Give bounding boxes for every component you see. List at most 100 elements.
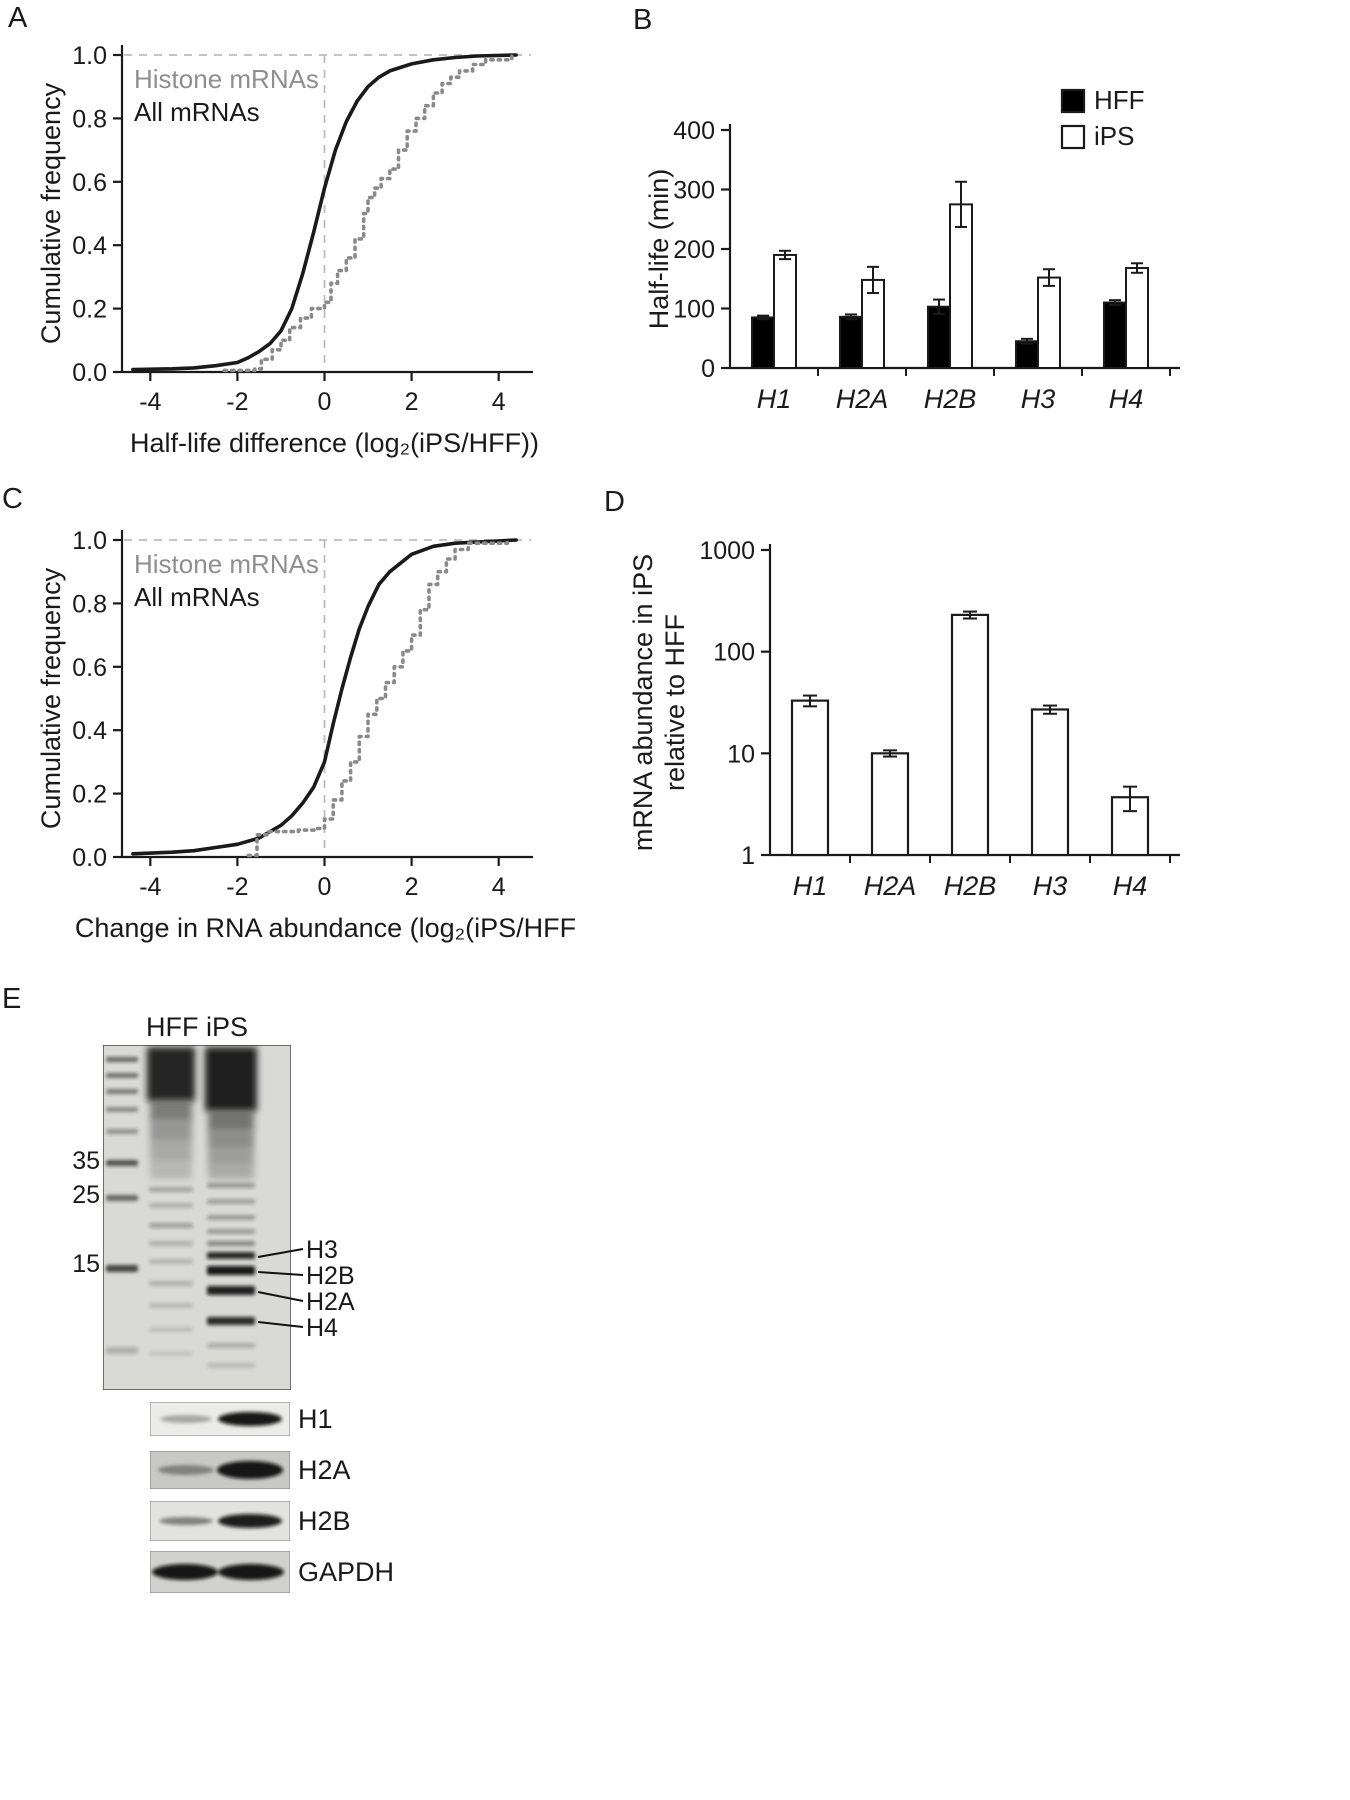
legend-entry: Histone mRNAs [134, 64, 319, 94]
category-label: H4 [1113, 871, 1148, 901]
band-label-h3: H3 [306, 1236, 338, 1264]
svg-text:0.8: 0.8 [72, 590, 107, 618]
ladder-band [106, 1089, 138, 1094]
ips-lane-band [207, 1252, 255, 1259]
category-label: H1 [793, 871, 828, 901]
ips-lane-band [207, 1317, 255, 1325]
svg-text:0.4: 0.4 [72, 232, 107, 260]
ladder-band [106, 1129, 138, 1134]
ips-lane-band [207, 1286, 255, 1295]
svg-text:0: 0 [318, 873, 332, 901]
panel-c-cumulative-chart: 0.0 0.2 0.4 0.6 0.8 1.0 -4 -2 0 2 4 Cumulative freq… [36, 527, 575, 943]
blot-strip-row-h2a: H2A [150, 1451, 351, 1489]
panel-a-label: A [8, 2, 28, 34]
svg-text:0.2: 0.2 [72, 296, 107, 324]
svg-text:-4: -4 [139, 388, 161, 416]
h1-blot-label: H1 [298, 1403, 333, 1434]
bar-hff-h2b [927, 305, 951, 369]
h2a-blot-image [150, 1451, 290, 1489]
panel-b-label: B [633, 4, 653, 36]
bar-hff-h4 [1103, 301, 1127, 369]
svg-text:0.6: 0.6 [72, 654, 107, 682]
h1-blot-image [150, 1402, 290, 1436]
y-axis-title-line: relative to HFF [660, 614, 690, 791]
svg-text:0.0: 0.0 [72, 359, 107, 387]
svg-text:100: 100 [673, 296, 715, 324]
pointer-line [257, 1271, 304, 1276]
legend-swatch-hff [1060, 88, 1086, 114]
hff-lane-smear [147, 1047, 195, 1101]
svg-text:10: 10 [727, 740, 755, 768]
svg-text:100: 100 [713, 639, 755, 667]
legend-entry: All mRNAs [134, 97, 260, 127]
gapdh-blot-label: GAPDH [298, 1556, 395, 1587]
strip-band [152, 1564, 218, 1580]
ips-lane-smear [205, 1047, 257, 1111]
band-label-h2a: H2A [306, 1288, 355, 1316]
strip-band [218, 1514, 282, 1528]
hff-lane-band [149, 1203, 193, 1208]
bar-hff-h2a [839, 315, 863, 369]
legend-entry: All mRNAs [134, 582, 260, 612]
bar-ips-h3 [1037, 276, 1061, 369]
hff-lane-band [149, 1241, 193, 1246]
y-axis-title: Cumulative frequency [36, 567, 66, 829]
svg-text:300: 300 [673, 177, 715, 205]
svg-text:400: 400 [673, 117, 715, 145]
ladder-band [106, 1057, 138, 1062]
category-label: H2A [836, 384, 889, 414]
hff-lane-band [149, 1327, 193, 1332]
strip-band [160, 1415, 212, 1423]
pointer-line [257, 1291, 304, 1302]
svg-text:4: 4 [492, 873, 506, 901]
legend-entry: Histone mRNAs [134, 549, 319, 579]
pointer-line [257, 1321, 304, 1328]
svg-text:0.6: 0.6 [72, 169, 107, 197]
ladder-band [106, 1073, 138, 1078]
ips-lane-band [207, 1183, 255, 1188]
legend-swatch-ips [1060, 124, 1086, 150]
series-all-mrnas [131, 53, 518, 372]
ips-lane-band [207, 1343, 255, 1348]
strip-band [218, 1564, 284, 1580]
bar-h3 [1030, 708, 1070, 857]
bar-ips-h1 [773, 253, 797, 369]
category-label: H2A [864, 871, 917, 901]
ips-lane-band [207, 1199, 255, 1204]
bar-hff-h3 [1015, 340, 1039, 370]
legend-entry: iPS [1094, 121, 1134, 151]
blot-strip-row-h2b: H2B [150, 1501, 351, 1541]
blot-lane-header: HFF iPS [145, 1012, 248, 1042]
svg-text:1.0: 1.0 [72, 527, 107, 555]
y-axis-title: Half-life (min) [644, 169, 674, 330]
ips-lane-band [207, 1215, 255, 1220]
hff-lane-band [149, 1187, 193, 1192]
y-axis-title-line: mRNA abundance in iPS [628, 554, 658, 851]
legend-entry: HFF [1094, 85, 1145, 115]
hff-lane-band [149, 1281, 193, 1286]
svg-text:0: 0 [318, 388, 332, 416]
bar-h2b [950, 613, 990, 857]
h2a-blot-label: H2A [298, 1454, 351, 1485]
svg-text:1000: 1000 [699, 537, 755, 565]
category-label: H2B [944, 871, 997, 901]
y-axis-title: Cumulative frequency [36, 82, 66, 344]
svg-text:2: 2 [405, 388, 419, 416]
strip-band [218, 1412, 282, 1426]
svg-text:0.0: 0.0 [72, 844, 107, 872]
mw-marker-25: 25 [72, 1181, 100, 1209]
hff-lane-band [149, 1351, 193, 1356]
series-histone-mrnas [222, 53, 514, 373]
series-histone-mrnas [246, 538, 510, 858]
ips-lane-band [207, 1363, 255, 1368]
panel-d-label: D [604, 486, 625, 518]
ladder-band [106, 1107, 138, 1112]
category-label: H4 [1109, 384, 1144, 414]
ips-lane-band [207, 1241, 255, 1246]
svg-text:-4: -4 [139, 873, 161, 901]
band-label-h2b: H2B [306, 1262, 355, 1290]
mw-marker-35: 35 [72, 1147, 100, 1175]
panel-e-label: E [2, 983, 22, 1015]
gapdh-blot-image [150, 1551, 290, 1593]
h2b-blot-label: H2B [298, 1505, 351, 1536]
